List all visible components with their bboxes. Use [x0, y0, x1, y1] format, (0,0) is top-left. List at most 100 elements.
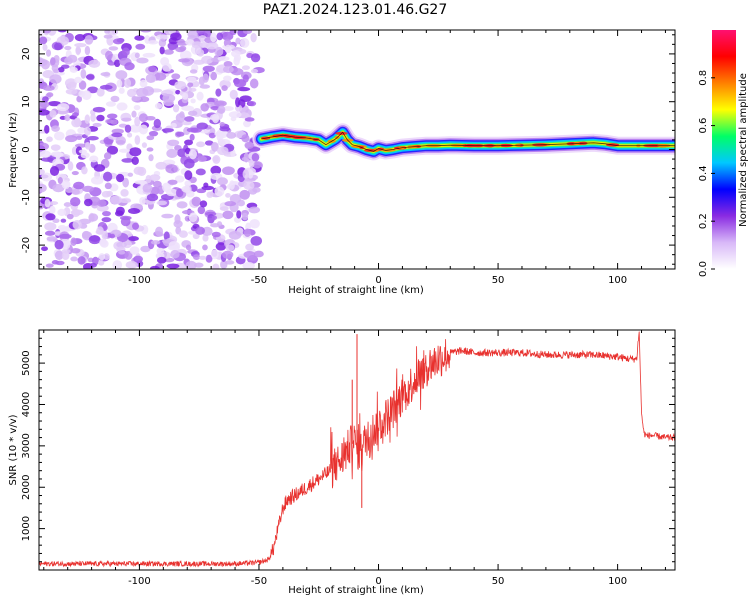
noise-blob	[252, 187, 261, 193]
snr-ytick-label: 4000	[21, 392, 32, 417]
noise-blob	[199, 84, 211, 89]
noise-blob	[216, 32, 224, 41]
noise-blob	[241, 212, 249, 221]
heatmap-xtick-label: -50	[251, 275, 267, 286]
snr-xtick-label: -50	[251, 576, 267, 587]
noise-blob	[184, 170, 193, 181]
noise-blob	[84, 126, 91, 136]
noise-blob	[230, 67, 244, 76]
snr-x-axis: -100 -50 0 50 100	[43, 330, 666, 587]
noise-blob	[247, 169, 254, 179]
noise-blob	[39, 30, 44, 39]
noise-blob	[210, 32, 217, 43]
noise-blob	[85, 142, 91, 150]
noise-blob	[112, 38, 124, 45]
noise-blob	[54, 250, 64, 261]
noise-blob	[250, 53, 261, 63]
noise-blob	[166, 148, 178, 158]
noise-blob	[124, 124, 132, 133]
noise-blob	[168, 241, 179, 250]
noise-blob	[116, 102, 128, 111]
noise-blob	[166, 263, 180, 269]
noise-blob	[51, 125, 60, 132]
noise-blob	[64, 57, 73, 65]
noise-blob	[252, 161, 262, 169]
noise-blob	[156, 256, 167, 264]
track-centerline	[261, 131, 675, 152]
noise-blob	[46, 236, 58, 242]
noise-blob	[102, 171, 113, 182]
noise-blob	[209, 114, 220, 121]
noise-blob	[250, 32, 257, 43]
noise-blob	[214, 186, 225, 197]
noise-blob	[46, 136, 53, 143]
noise-blob	[219, 126, 231, 132]
noise-blob	[65, 135, 78, 143]
noise-blob	[64, 114, 71, 122]
noise-blob	[63, 202, 72, 207]
noise-blob	[40, 59, 51, 70]
noise-blob	[96, 226, 104, 235]
noise-blob	[112, 260, 123, 269]
noise-blob	[237, 86, 251, 92]
noise-blob	[221, 85, 228, 92]
noise-blob	[84, 114, 91, 124]
noise-blob	[174, 80, 187, 90]
noise-blob	[196, 91, 204, 101]
noise-blob	[39, 169, 45, 175]
noise-blob	[156, 200, 168, 206]
noise-blob	[109, 195, 122, 205]
heatmap-xtick-label: 100	[608, 275, 627, 286]
noise-blob	[131, 110, 137, 118]
noise-blob	[161, 128, 175, 133]
noise-blob	[189, 69, 198, 74]
noise-blob	[65, 88, 78, 95]
noise-blob	[244, 141, 255, 149]
noise-blob	[139, 196, 146, 205]
noise-blob	[150, 186, 160, 195]
snr-ytick-label: 1000	[21, 516, 32, 541]
noise-blob	[249, 160, 255, 168]
noise-blob	[121, 117, 132, 122]
noise-blob	[196, 30, 205, 35]
noise-blob	[162, 182, 171, 193]
noise-blob	[86, 136, 99, 141]
noise-blob	[134, 135, 141, 145]
noise-blob	[228, 111, 242, 118]
noise-blob	[89, 262, 97, 268]
noise-blob	[44, 199, 51, 208]
noise-blob	[132, 222, 140, 230]
noise-blob	[178, 58, 190, 63]
noise-blob	[80, 68, 87, 79]
noise-blob	[242, 169, 250, 179]
snr-frame	[38, 329, 676, 571]
colorbar-tick-label: 0.2	[698, 213, 709, 229]
noise-blob	[178, 230, 188, 238]
noise-blob	[162, 93, 176, 103]
noise-blob	[205, 254, 213, 263]
noise-blob	[154, 102, 163, 110]
noise-blob	[163, 49, 174, 55]
noise-blob	[188, 149, 197, 160]
noise-blob	[115, 206, 125, 216]
noise-blob	[247, 101, 257, 107]
noise-blob	[120, 216, 131, 227]
noise-blob	[124, 78, 132, 89]
noise-blob	[211, 231, 221, 238]
noise-blob	[133, 104, 141, 111]
noise-blob	[149, 265, 160, 269]
noise-blob	[70, 196, 81, 207]
noise-blob	[103, 34, 113, 39]
noise-blob	[216, 131, 224, 142]
noise-blob	[78, 80, 87, 90]
noise-blob	[241, 65, 250, 71]
noise-blob	[46, 92, 54, 98]
noise-blob	[42, 30, 51, 34]
noise-blob	[118, 148, 131, 153]
noise-blob	[113, 241, 125, 251]
noise-blob	[78, 149, 87, 154]
noise-blob	[187, 110, 198, 116]
noise-blob	[146, 135, 155, 141]
noise-blob	[212, 155, 221, 164]
